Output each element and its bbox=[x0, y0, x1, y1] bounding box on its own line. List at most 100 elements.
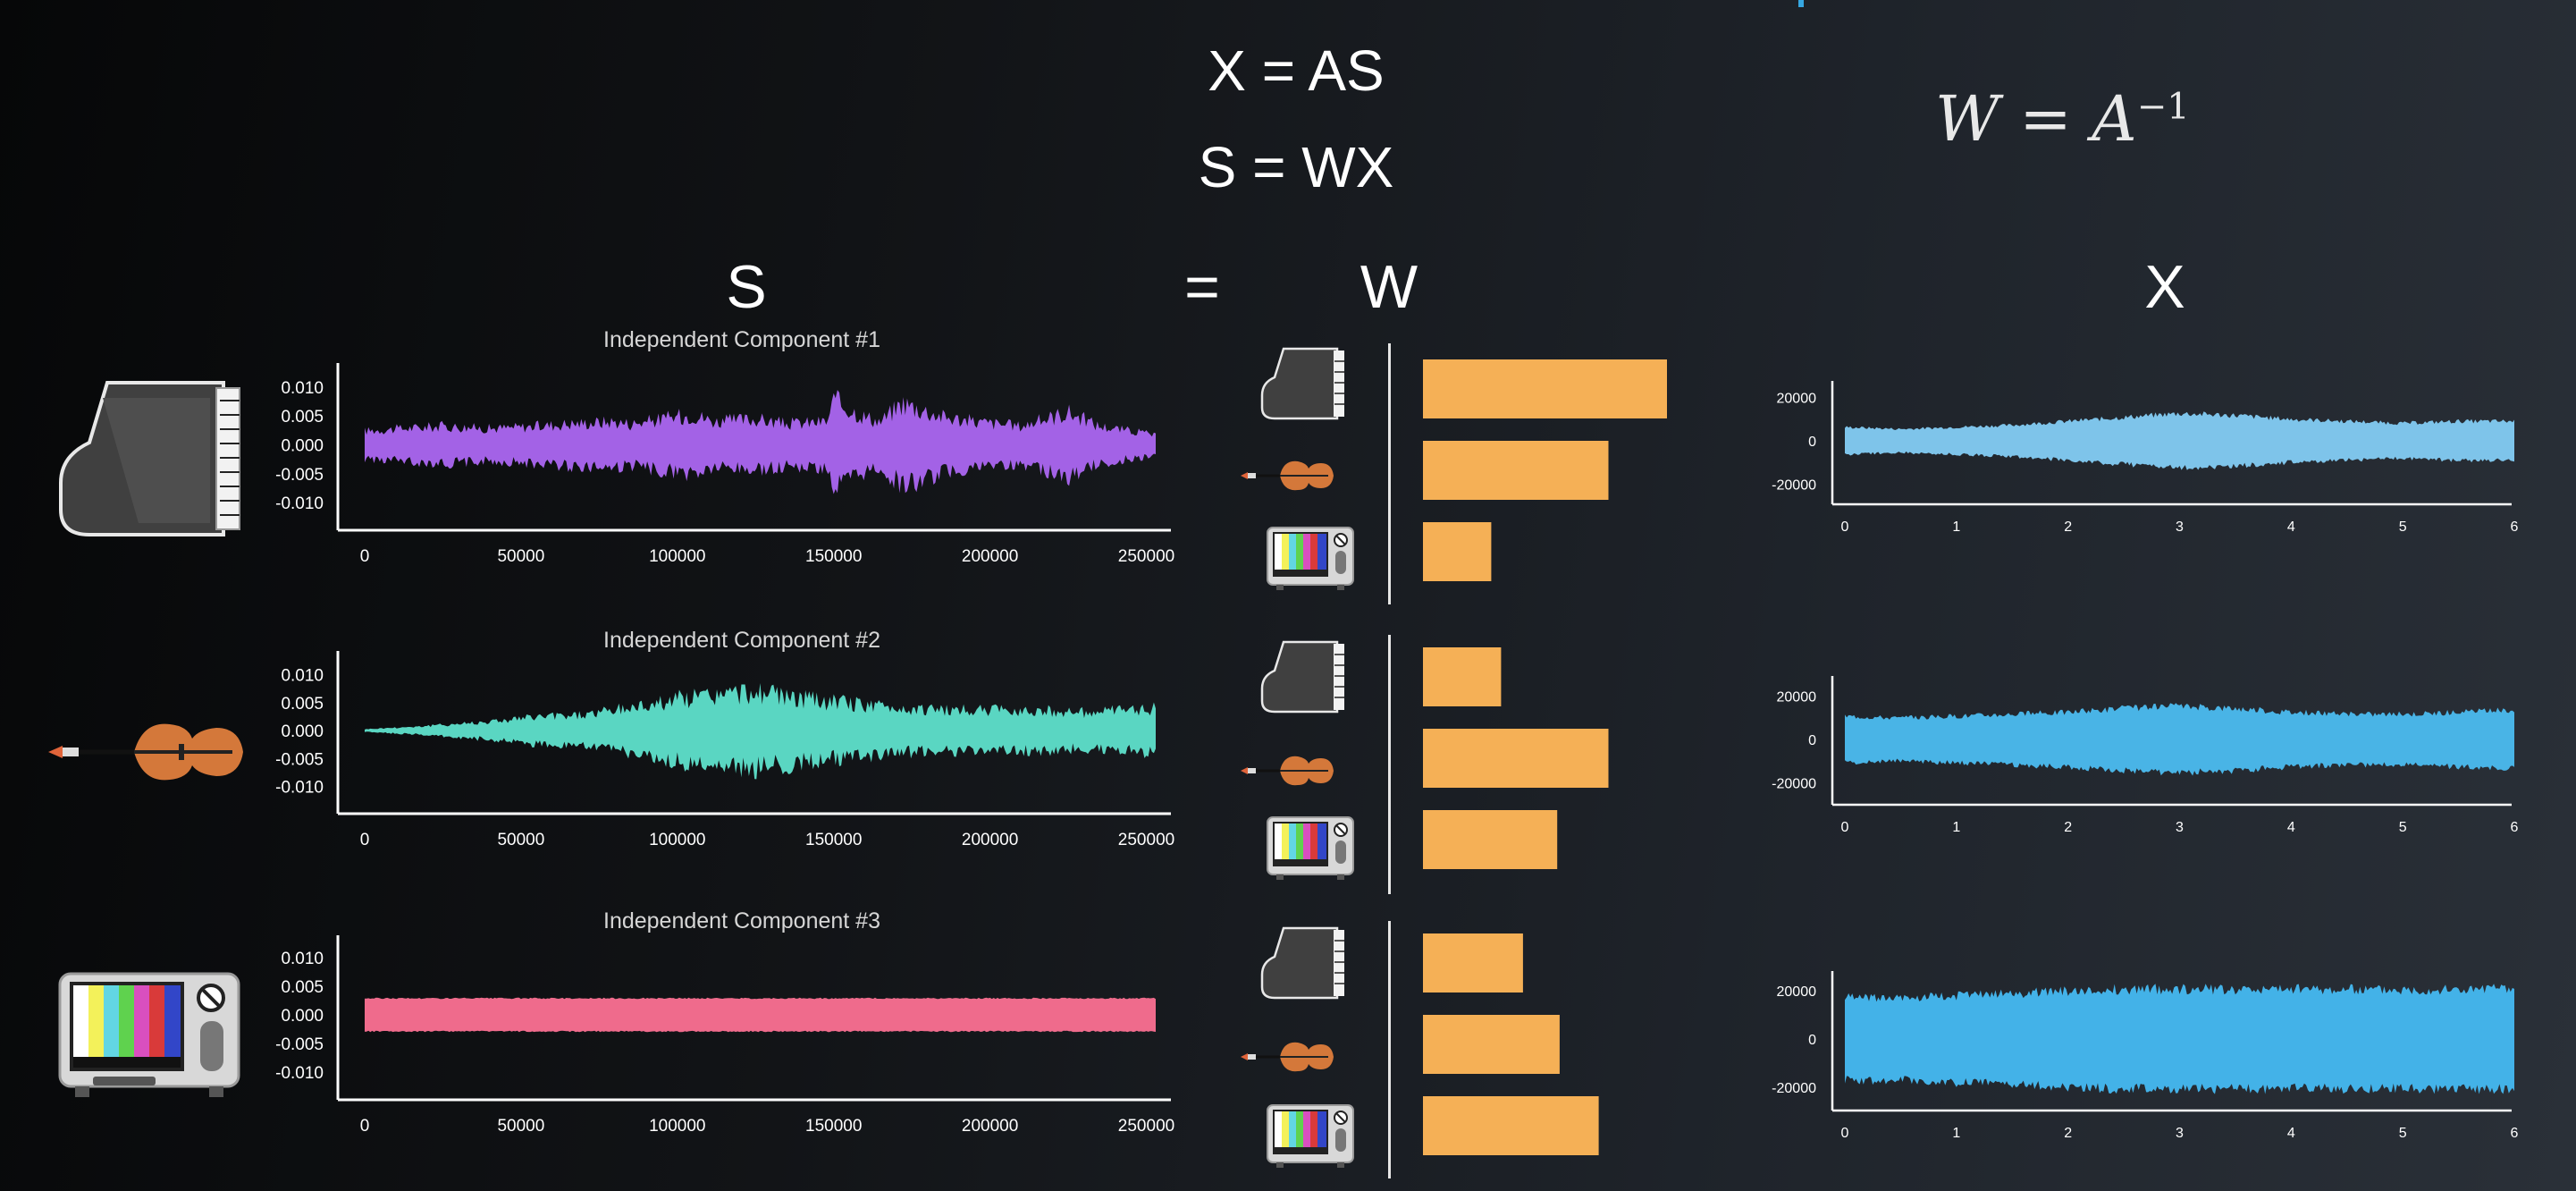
x-tick-label: 150000 bbox=[805, 1117, 862, 1136]
header-s: S bbox=[726, 253, 767, 321]
violin-icon bbox=[1239, 755, 1335, 787]
y-tick-label: 0 bbox=[1808, 435, 1816, 450]
weights-matrix bbox=[1239, 343, 1667, 1178]
tv-icon bbox=[1267, 1104, 1354, 1169]
matrix-divider bbox=[1388, 921, 1391, 1178]
x-tick-label: 0 bbox=[360, 547, 370, 566]
mixture-2-waveform bbox=[1845, 703, 2514, 776]
y-tick-label: -0.010 bbox=[275, 779, 324, 798]
y-tick-label: -20000 bbox=[1772, 477, 1816, 493]
y-tick-label: 0.010 bbox=[281, 950, 324, 968]
y-tick-label: -20000 bbox=[1772, 776, 1816, 791]
x-tick-label: 0 bbox=[360, 831, 370, 849]
y-tick-label: -0.010 bbox=[275, 494, 324, 513]
x-tick-label: 4 bbox=[2287, 519, 2295, 535]
formula-lhs: W bbox=[1935, 82, 1999, 156]
component-1-wave bbox=[365, 390, 1156, 494]
x-tick-label: 200000 bbox=[962, 547, 1018, 566]
x-tick-label: 150000 bbox=[805, 547, 862, 566]
mixture-3-wave bbox=[1845, 984, 2514, 1094]
component-3-chart: 0.010 0.005 0.000 -0.005 -0.010 0 50000 100000… bbox=[275, 935, 1174, 1136]
x-tick-label: 0 bbox=[1841, 820, 1849, 835]
component-2-chart: 0.010 0.005 0.000 -0.005 -0.010 0 50000 100000… bbox=[275, 651, 1174, 849]
mixture-1-chart: 20000 0 -20000 0 1 2 3 4 5 6 bbox=[1772, 381, 2519, 535]
y-tick-label: 0.005 bbox=[281, 695, 324, 714]
x-tick-label: 3 bbox=[2176, 1126, 2184, 1141]
x-tick-label: 6 bbox=[2511, 820, 2519, 835]
component-1-title: Independent Component #1 bbox=[603, 327, 880, 352]
x-tick-label: 0 bbox=[1841, 519, 1849, 535]
x-tick-label: 100000 bbox=[649, 831, 705, 849]
y-tick-label: 0 bbox=[1808, 733, 1816, 748]
component-2-title: Independent Component #2 bbox=[603, 628, 880, 653]
mixture-1-wave bbox=[1845, 411, 2514, 470]
matrix-divider bbox=[1388, 635, 1391, 894]
y-tick-label: 0.000 bbox=[281, 1007, 324, 1026]
x-tick-label: 1 bbox=[1952, 1126, 1960, 1141]
equation-unmixing: S = WX bbox=[1198, 135, 1394, 199]
component-1-waveform bbox=[365, 390, 1156, 494]
y-tick-label: 0.010 bbox=[281, 667, 324, 686]
x-tick-label: 3 bbox=[2176, 519, 2184, 535]
component-3-waveform bbox=[365, 997, 1156, 1033]
x-tick-label: 5 bbox=[2399, 519, 2407, 535]
matrix-divider bbox=[1388, 343, 1391, 604]
y-tick-label: -0.005 bbox=[275, 750, 324, 769]
x-tick-label: 2 bbox=[2064, 519, 2072, 535]
mixture-2-wave bbox=[1845, 703, 2514, 776]
piano-icon bbox=[1260, 926, 1346, 1000]
inverse-formula: W = A−1 bbox=[1935, 82, 2190, 156]
y-tick-label: 0.005 bbox=[281, 978, 324, 997]
x-tick-label: 0 bbox=[360, 1117, 370, 1136]
x-tick-label: 100000 bbox=[649, 1117, 705, 1136]
x-tick-label: 4 bbox=[2287, 1126, 2295, 1141]
piano-icon bbox=[59, 381, 240, 536]
x-tick-label: 250000 bbox=[1118, 1117, 1174, 1136]
header-x: X bbox=[2144, 253, 2185, 321]
x-tick-label: 1 bbox=[1952, 820, 1960, 835]
tv-icon bbox=[1267, 816, 1354, 881]
component-1-chart: 0.010 0.005 0.000 -0.005 -0.010 0 50000 100000… bbox=[275, 363, 1174, 566]
y-tick-label: 0.000 bbox=[281, 722, 324, 741]
x-tick-label: 150000 bbox=[805, 831, 862, 849]
weight-bar-piano bbox=[1423, 647, 1502, 706]
y-tick-label: 0.010 bbox=[281, 379, 324, 398]
component-2-waveform bbox=[365, 683, 1156, 780]
x-tick-label: 250000 bbox=[1118, 547, 1174, 566]
y-tick-label: 0.000 bbox=[281, 437, 324, 456]
mixture-3-waveform bbox=[1845, 984, 2514, 1094]
y-tick-label: 0.005 bbox=[281, 408, 324, 427]
mixture-2-chart: 20000 0 -20000 0 1 2 3 4 5 6 bbox=[1772, 676, 2519, 835]
y-tick-label: 20000 bbox=[1777, 984, 1817, 1000]
x-tick-label: 50000 bbox=[497, 1117, 544, 1136]
weight-bar-violin bbox=[1423, 1015, 1560, 1074]
mixture-1-waveform bbox=[1845, 411, 2514, 470]
formula-base: A bbox=[2092, 82, 2137, 156]
y-tick-label: 20000 bbox=[1777, 690, 1817, 705]
x-tick-label: 5 bbox=[2399, 1126, 2407, 1141]
y-tick-label: 0 bbox=[1808, 1033, 1816, 1048]
weight-bar-violin bbox=[1423, 729, 1609, 788]
y-tick-label: 20000 bbox=[1777, 392, 1817, 407]
y-tick-label: -0.005 bbox=[275, 1035, 324, 1054]
y-tick-label: -0.010 bbox=[275, 1064, 324, 1083]
accent-mark bbox=[1798, 0, 1804, 7]
tv-icon bbox=[1267, 527, 1354, 591]
formula-exponent: −1 bbox=[2136, 86, 2190, 128]
piano-icon bbox=[1260, 640, 1346, 714]
x-tick-label: 250000 bbox=[1118, 831, 1174, 849]
weight-bar-tv bbox=[1423, 522, 1492, 581]
piano-icon bbox=[1260, 347, 1346, 420]
tv-icon bbox=[58, 972, 240, 1097]
x-tick-label: 50000 bbox=[497, 831, 544, 849]
component-2-wave bbox=[365, 683, 1156, 780]
x-tick-label: 2 bbox=[2064, 1126, 2072, 1141]
weight-bar-piano bbox=[1423, 933, 1523, 992]
formula-equals: = bbox=[2019, 82, 2072, 156]
x-tick-label: 5 bbox=[2399, 820, 2407, 835]
weight-bar-tv bbox=[1423, 810, 1558, 869]
y-tick-label: -0.005 bbox=[275, 466, 324, 485]
y-tick-label: -20000 bbox=[1772, 1081, 1816, 1096]
component-3-wave bbox=[365, 997, 1156, 1033]
x-tick-label: 50000 bbox=[497, 547, 544, 566]
